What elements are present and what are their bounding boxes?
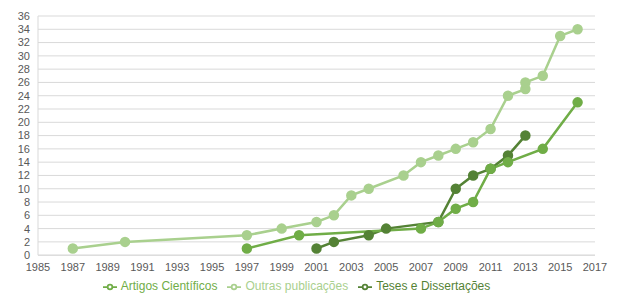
svg-text:24: 24	[18, 90, 30, 102]
svg-text:1987: 1987	[61, 261, 85, 273]
svg-text:28: 28	[18, 63, 30, 75]
svg-text:1985: 1985	[26, 261, 50, 273]
svg-text:6: 6	[24, 209, 30, 221]
svg-text:2005: 2005	[374, 261, 398, 273]
html-text:Artigos Científicos: Artigos Científicos	[120, 279, 218, 294]
svg-text:1999: 1999	[269, 261, 293, 273]
html-text:Teses e Dissertações: Teses e Dissertações	[376, 279, 491, 294]
svg-text:2011: 2011	[479, 261, 503, 273]
svg-text:26: 26	[18, 76, 30, 88]
svg-text:10: 10	[18, 183, 30, 195]
svg-text:12: 12	[18, 169, 30, 181]
svg-text:1989: 1989	[95, 261, 119, 273]
svg-text:2017: 2017	[583, 261, 607, 273]
svg-text:0: 0	[24, 249, 30, 261]
html-text:Outras publicações: Outras publicações	[245, 279, 349, 294]
svg-text:14: 14	[18, 156, 30, 168]
svg-text:4: 4	[24, 223, 30, 235]
svg-text:2: 2	[24, 236, 30, 248]
svg-text:2001: 2001	[304, 261, 328, 273]
svg-text:22: 22	[18, 103, 30, 115]
svg-text:1997: 1997	[235, 261, 259, 273]
svg-text:30: 30	[18, 50, 30, 62]
svg-text:1991: 1991	[130, 261, 154, 273]
svg-text:2003: 2003	[339, 261, 363, 273]
svg-text:2015: 2015	[548, 261, 572, 273]
svg-text:2007: 2007	[409, 261, 433, 273]
svg-text:36: 36	[18, 10, 30, 22]
svg-text:1995: 1995	[200, 261, 224, 273]
svg-text:32: 32	[18, 36, 30, 48]
svg-text:20: 20	[18, 116, 30, 128]
svg-text:1993: 1993	[165, 261, 189, 273]
svg-text:16: 16	[18, 143, 30, 155]
svg-text:2013: 2013	[513, 261, 537, 273]
svg-text:18: 18	[18, 129, 30, 141]
svg-text:2009: 2009	[444, 261, 468, 273]
svg-text:34: 34	[18, 23, 30, 35]
svg-text:8: 8	[24, 196, 30, 208]
